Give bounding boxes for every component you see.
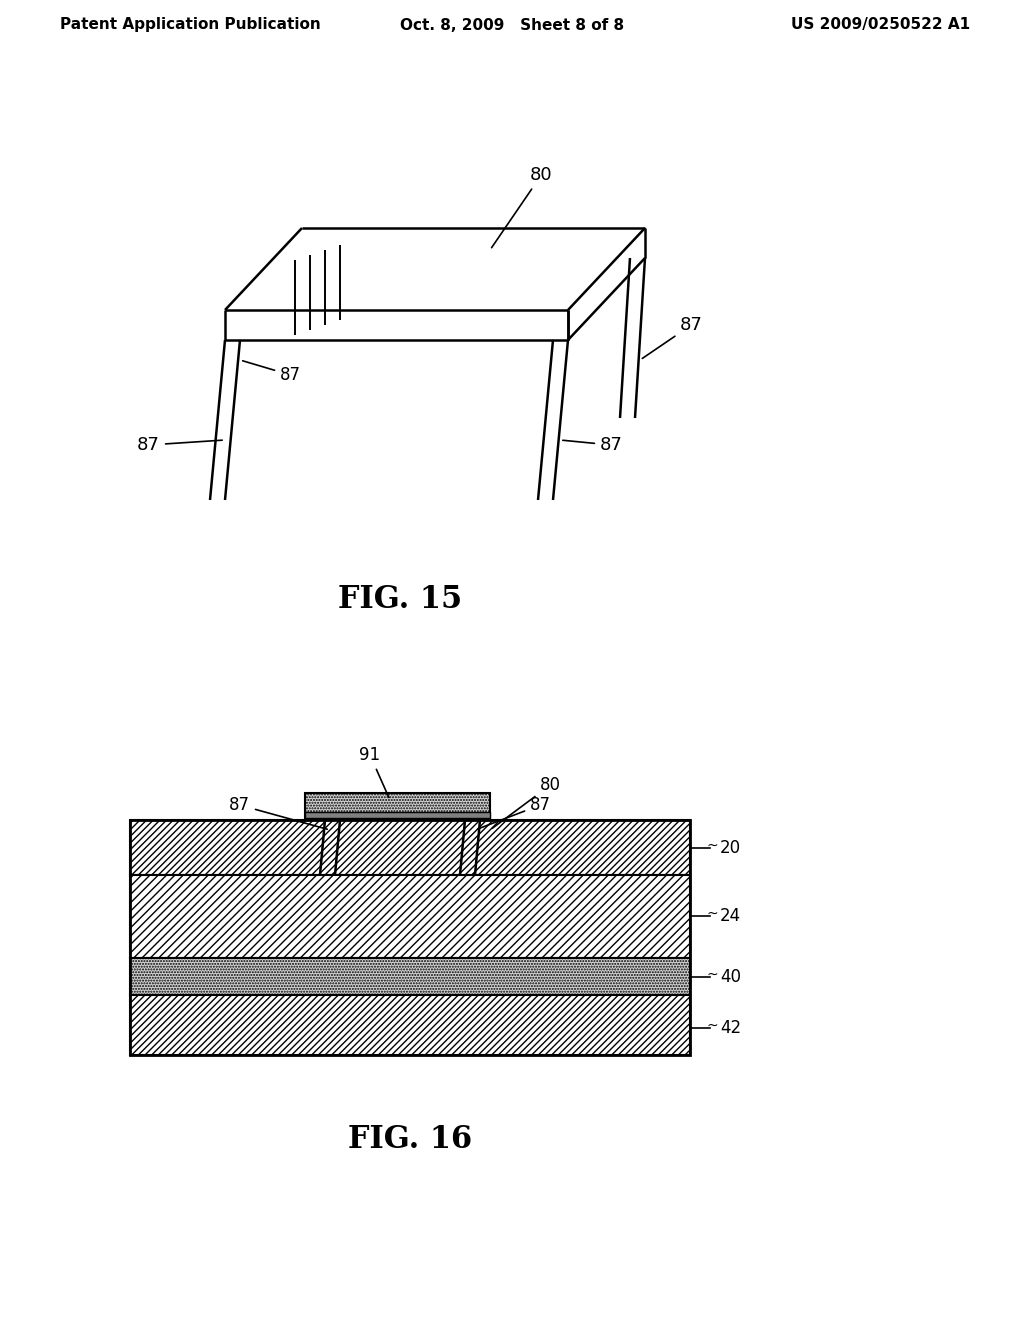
Text: 87: 87 xyxy=(137,436,222,454)
Bar xyxy=(130,820,690,1055)
Bar xyxy=(130,958,690,995)
Text: Patent Application Publication: Patent Application Publication xyxy=(60,17,321,33)
Text: FIG. 16: FIG. 16 xyxy=(348,1125,472,1155)
Text: US 2009/0250522 A1: US 2009/0250522 A1 xyxy=(791,17,970,33)
Text: 91: 91 xyxy=(359,746,389,797)
Text: 42: 42 xyxy=(720,1019,741,1038)
Text: 80: 80 xyxy=(492,166,553,248)
Text: ~: ~ xyxy=(707,968,719,982)
Text: 40: 40 xyxy=(720,968,741,986)
Bar xyxy=(305,793,490,820)
Bar xyxy=(130,820,690,875)
Text: ~: ~ xyxy=(707,907,719,921)
Bar xyxy=(305,812,490,818)
Bar xyxy=(130,875,690,958)
Text: 87: 87 xyxy=(477,796,551,829)
Text: FIG. 15: FIG. 15 xyxy=(338,585,462,615)
Text: 87: 87 xyxy=(229,796,328,829)
Text: ~: ~ xyxy=(707,840,719,853)
Text: 87: 87 xyxy=(563,436,623,454)
Text: Oct. 8, 2009   Sheet 8 of 8: Oct. 8, 2009 Sheet 8 of 8 xyxy=(400,17,624,33)
Text: 87: 87 xyxy=(642,315,702,359)
Text: 87: 87 xyxy=(243,360,301,384)
Text: 80: 80 xyxy=(493,776,561,829)
Text: 20: 20 xyxy=(720,840,741,857)
Text: ~: ~ xyxy=(707,1019,719,1034)
Bar xyxy=(130,995,690,1055)
Text: 24: 24 xyxy=(720,907,741,925)
